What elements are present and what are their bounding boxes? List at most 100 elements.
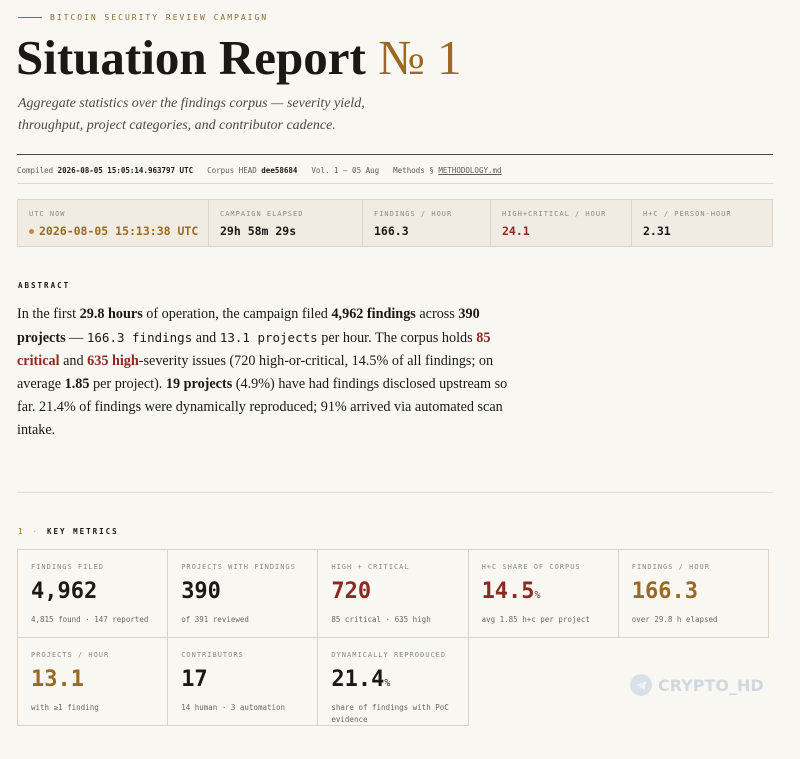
metric-value: 4,962 xyxy=(31,579,167,609)
abstract-high: 635 high xyxy=(87,353,139,369)
meta-compiled-label: Compiled xyxy=(17,165,54,175)
abstract-text-run: (4.9%) have had findings disclosed upstr… xyxy=(17,376,508,438)
live-label: HIGH+CRITICAL / HOUR xyxy=(502,210,607,218)
abstract-label: ABSTRACT xyxy=(18,281,71,290)
live-value: 29h 58m 29s xyxy=(220,224,297,238)
live-findings-per-hour: FINDINGS / HOUR 166.3 xyxy=(363,200,491,246)
metric-card-projects-per-hour: PROJECTS / HOUR 13.1 with ≥1 finding xyxy=(17,637,169,726)
metric-number: 390 xyxy=(181,579,221,604)
abstract-text-run: per hour. The corpus holds xyxy=(317,330,477,346)
abstract-text-run: per project). xyxy=(89,376,166,392)
metric-sub: avg 1.85 h+c per project xyxy=(481,615,590,624)
live-label: H+C / PERSON-HOUR xyxy=(643,210,732,218)
live-value: 24.1 xyxy=(502,224,530,238)
metric-value: 13.1 xyxy=(31,667,167,697)
abstract-findings: 4,962 findings xyxy=(331,306,416,322)
live-label: UTC NOW xyxy=(29,210,66,218)
metric-value: 21.4% xyxy=(331,667,467,697)
metric-sub: 85 critical · 635 high xyxy=(331,615,431,624)
live-hc-per-hour: HIGH+CRITICAL / HOUR 24.1 xyxy=(491,200,632,246)
abstract-text-run: and xyxy=(192,330,220,346)
watermark-text: CRYPTO_HD xyxy=(658,675,764,695)
meta-bar: Compiled 2026-08-05 15:05:14.963797 UTC … xyxy=(17,154,773,184)
live-label: CAMPAIGN ELAPSED xyxy=(220,210,304,218)
meta-compiled-value: 2026-08-05 15:05:14.963797 UTC xyxy=(57,165,194,175)
abstract-text-run: — xyxy=(65,330,87,346)
metric-card-findings-filed: FINDINGS FILED 4,962 4,815 found · 147 r… xyxy=(17,549,169,638)
metric-number: 720 xyxy=(331,579,372,604)
meta-volume: Vol. 1 — 05 Aug xyxy=(311,165,380,175)
metric-sub: with ≥1 finding xyxy=(31,703,99,712)
key-metrics-grid: FINDINGS FILED 4,962 4,815 found · 147 r… xyxy=(17,549,773,726)
telegram-icon xyxy=(630,674,652,696)
metric-card-hc-share: H+C SHARE OF CORPUS 14.5% avg 1.85 h+c p… xyxy=(467,549,619,638)
watermark: CRYPTO_HD xyxy=(630,674,764,696)
metric-value: 720 xyxy=(331,579,467,609)
metric-card-contributors: CONTRIBUTORS 17 14 human · 3 automation xyxy=(167,637,319,726)
metrics-row: PROJECTS / HOUR 13.1 with ≥1 finding CON… xyxy=(17,637,773,726)
abstract-projects: 390 projects xyxy=(17,306,480,346)
abstract-text-run: -severity issues (720 high-or-critical, … xyxy=(17,353,494,392)
abstract-average: 1.85 xyxy=(64,376,90,392)
metric-sub: of 391 reviewed xyxy=(181,615,249,624)
metric-sub: 4,815 found · 147 reported xyxy=(31,615,149,624)
abstract-critical: 85 critical xyxy=(17,330,491,369)
abstract-text-run: and xyxy=(59,353,88,369)
metric-label: H+C SHARE OF CORPUS xyxy=(481,563,581,571)
eyebrow-text: BITCOIN SECURITY REVIEW CAMPAIGN xyxy=(50,13,269,22)
metric-label: DYNAMICALLY REPRODUCED xyxy=(331,651,447,659)
metric-unit: % xyxy=(534,590,541,601)
metric-sub: share of findings with PoC evidence xyxy=(331,703,449,724)
metric-value: 166.3 xyxy=(632,579,768,609)
methodology-link[interactable]: METHODOLOGY.md xyxy=(438,165,502,175)
meta-compiled: Compiled 2026-08-05 15:05:14.963797 UTC xyxy=(17,166,193,175)
abstract-text-run: In the first xyxy=(17,306,80,322)
metric-card-projects-with-findings: PROJECTS WITH FINDINGS 390 of 391 review… xyxy=(167,549,319,638)
metric-label: HIGH + CRITICAL xyxy=(331,563,410,571)
metric-sub: 14 human · 3 automation xyxy=(181,703,286,712)
meta-corpus-label: Corpus HEAD xyxy=(207,165,257,175)
metric-card-findings-per-hour: FINDINGS / HOUR 166.3 over 29.8 h elapse… xyxy=(617,549,769,638)
abstract-hours: 29.8 hours xyxy=(79,306,143,322)
section-heading: 1 · KEY METRICS xyxy=(18,527,119,536)
eyebrow: BITCOIN SECURITY REVIEW CAMPAIGN xyxy=(18,13,268,22)
section-number: 1 xyxy=(18,527,25,536)
metric-card-high-critical: HIGH + CRITICAL 720 85 critical · 635 hi… xyxy=(317,549,469,638)
live-value: 166.3 xyxy=(374,224,409,238)
metric-value: 14.5% xyxy=(482,579,618,609)
metric-number: 17 xyxy=(181,667,208,692)
live-stats-bar: UTC NOW 2026-08-05 15:13:38 UTC CAMPAIGN… xyxy=(17,199,773,247)
metrics-row: FINDINGS FILED 4,962 4,815 found · 147 r… xyxy=(17,549,773,638)
metric-value: 390 xyxy=(181,579,317,609)
section-title: KEY METRICS xyxy=(47,527,119,536)
live-dot-icon xyxy=(29,228,34,234)
metric-sub: over 29.8 h elapsed xyxy=(631,615,718,624)
abstract-rate-findings: 166.3 findings xyxy=(86,330,193,345)
abstract-text-run: across xyxy=(415,306,459,322)
live-campaign-elapsed: CAMPAIGN ELAPSED 29h 58m 29s xyxy=(209,200,363,246)
meta-corpus: Corpus HEAD dee58684 xyxy=(207,166,297,175)
metric-number: 4,962 xyxy=(31,579,98,604)
meta-corpus-value: dee58684 xyxy=(261,165,298,175)
title-accent: № 1 xyxy=(378,30,462,85)
live-label: FINDINGS / HOUR xyxy=(374,210,453,218)
section-separator: · xyxy=(32,527,40,536)
metric-label: FINDINGS / HOUR xyxy=(631,563,710,571)
live-utc-now: UTC NOW 2026-08-05 15:13:38 UTC xyxy=(18,200,209,246)
metric-label: PROJECTS / HOUR xyxy=(31,651,110,659)
metric-label: CONTRIBUTORS xyxy=(181,651,244,659)
section-divider xyxy=(17,492,773,493)
metric-number: 166.3 xyxy=(631,579,698,604)
page-subtitle: Aggregate statistics over the findings c… xyxy=(18,96,365,133)
metric-number: 21.4 xyxy=(331,667,385,692)
page-title: Situation Report № 1 xyxy=(16,28,462,88)
meta-methods: Methods § METHODOLOGY.md xyxy=(393,166,501,175)
metric-unit: % xyxy=(384,678,391,689)
live-hc-per-person-hour: H+C / PERSON-HOUR 2.31 xyxy=(632,200,772,246)
metric-card-dynamically-reproduced: DYNAMICALLY REPRODUCED 21.4% share of fi… xyxy=(317,637,469,726)
live-value: 2.31 xyxy=(643,224,671,238)
metric-value: 17 xyxy=(181,667,317,697)
metric-label: PROJECTS WITH FINDINGS xyxy=(181,563,296,571)
abstract-disclosed: 19 projects xyxy=(165,376,233,392)
abstract-rate-projects: 13.1 projects xyxy=(219,330,318,345)
